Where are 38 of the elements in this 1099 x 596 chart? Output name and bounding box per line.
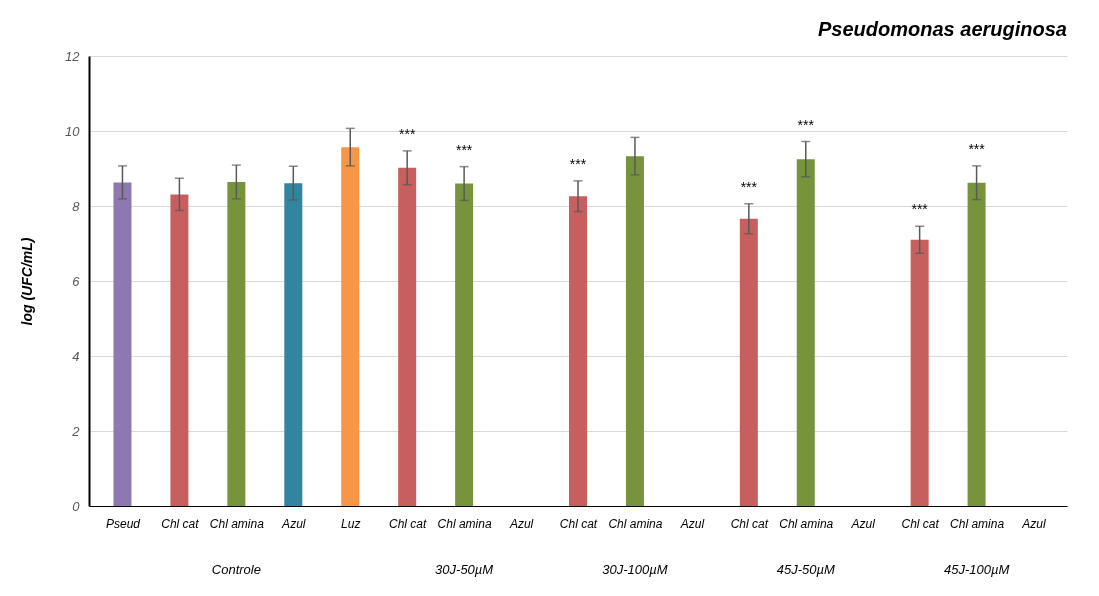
x-tick-label: Chl amina (209, 516, 265, 531)
x-tick-label: Pseud (105, 516, 141, 531)
x-tick-label: Azul (850, 516, 876, 531)
y-tick-label: 2 (71, 423, 81, 439)
x-tick-label: Chl amina (950, 516, 1005, 531)
text: 30J-50µM (435, 562, 494, 577)
x-tick-label: Luz (341, 516, 361, 531)
y-tick-label: 4 (72, 348, 80, 364)
x-tick-label: Azul (281, 516, 306, 531)
data-label: *** (968, 140, 986, 157)
y-axis-title: log (UFC/mL) (19, 237, 36, 326)
x-tick-label: Chl cat (559, 516, 598, 531)
x-tick-label: Azul (508, 516, 534, 531)
text: 30J-100µM (602, 562, 668, 577)
y-tick-label: 8 (72, 198, 81, 214)
y-tick-label: 12 (65, 48, 81, 64)
text: Controle (211, 562, 261, 577)
x-tick-label: Azul (679, 516, 705, 531)
x-tick-label: Chl amina (437, 516, 492, 531)
x-tick-label: Chl amina (779, 516, 834, 531)
y-tick-label: 10 (65, 123, 81, 139)
text: 45J-100µM (943, 562, 1010, 577)
data-label: *** (797, 116, 815, 133)
x-tick-label: Chl cat (161, 516, 200, 531)
data-label: *** (740, 178, 758, 195)
x-tick-label: Chl cat (730, 516, 769, 531)
data-label: *** (911, 201, 929, 218)
text: 45J-50µM (776, 562, 835, 577)
x-tick-label: Chl amina (608, 516, 663, 531)
y-tick-label: 0 (72, 498, 81, 514)
chart-title: Pseudomonas aeruginosa (818, 18, 1067, 40)
y-tick-label: 6 (72, 273, 81, 289)
data-label: *** (455, 141, 473, 158)
x-tick-label: Chl cat (389, 516, 428, 531)
data-label: *** (569, 155, 587, 172)
x-tick-label: Azul (1021, 516, 1047, 531)
data-label: *** (399, 125, 416, 142)
x-tick-label: Chl cat (901, 516, 940, 531)
